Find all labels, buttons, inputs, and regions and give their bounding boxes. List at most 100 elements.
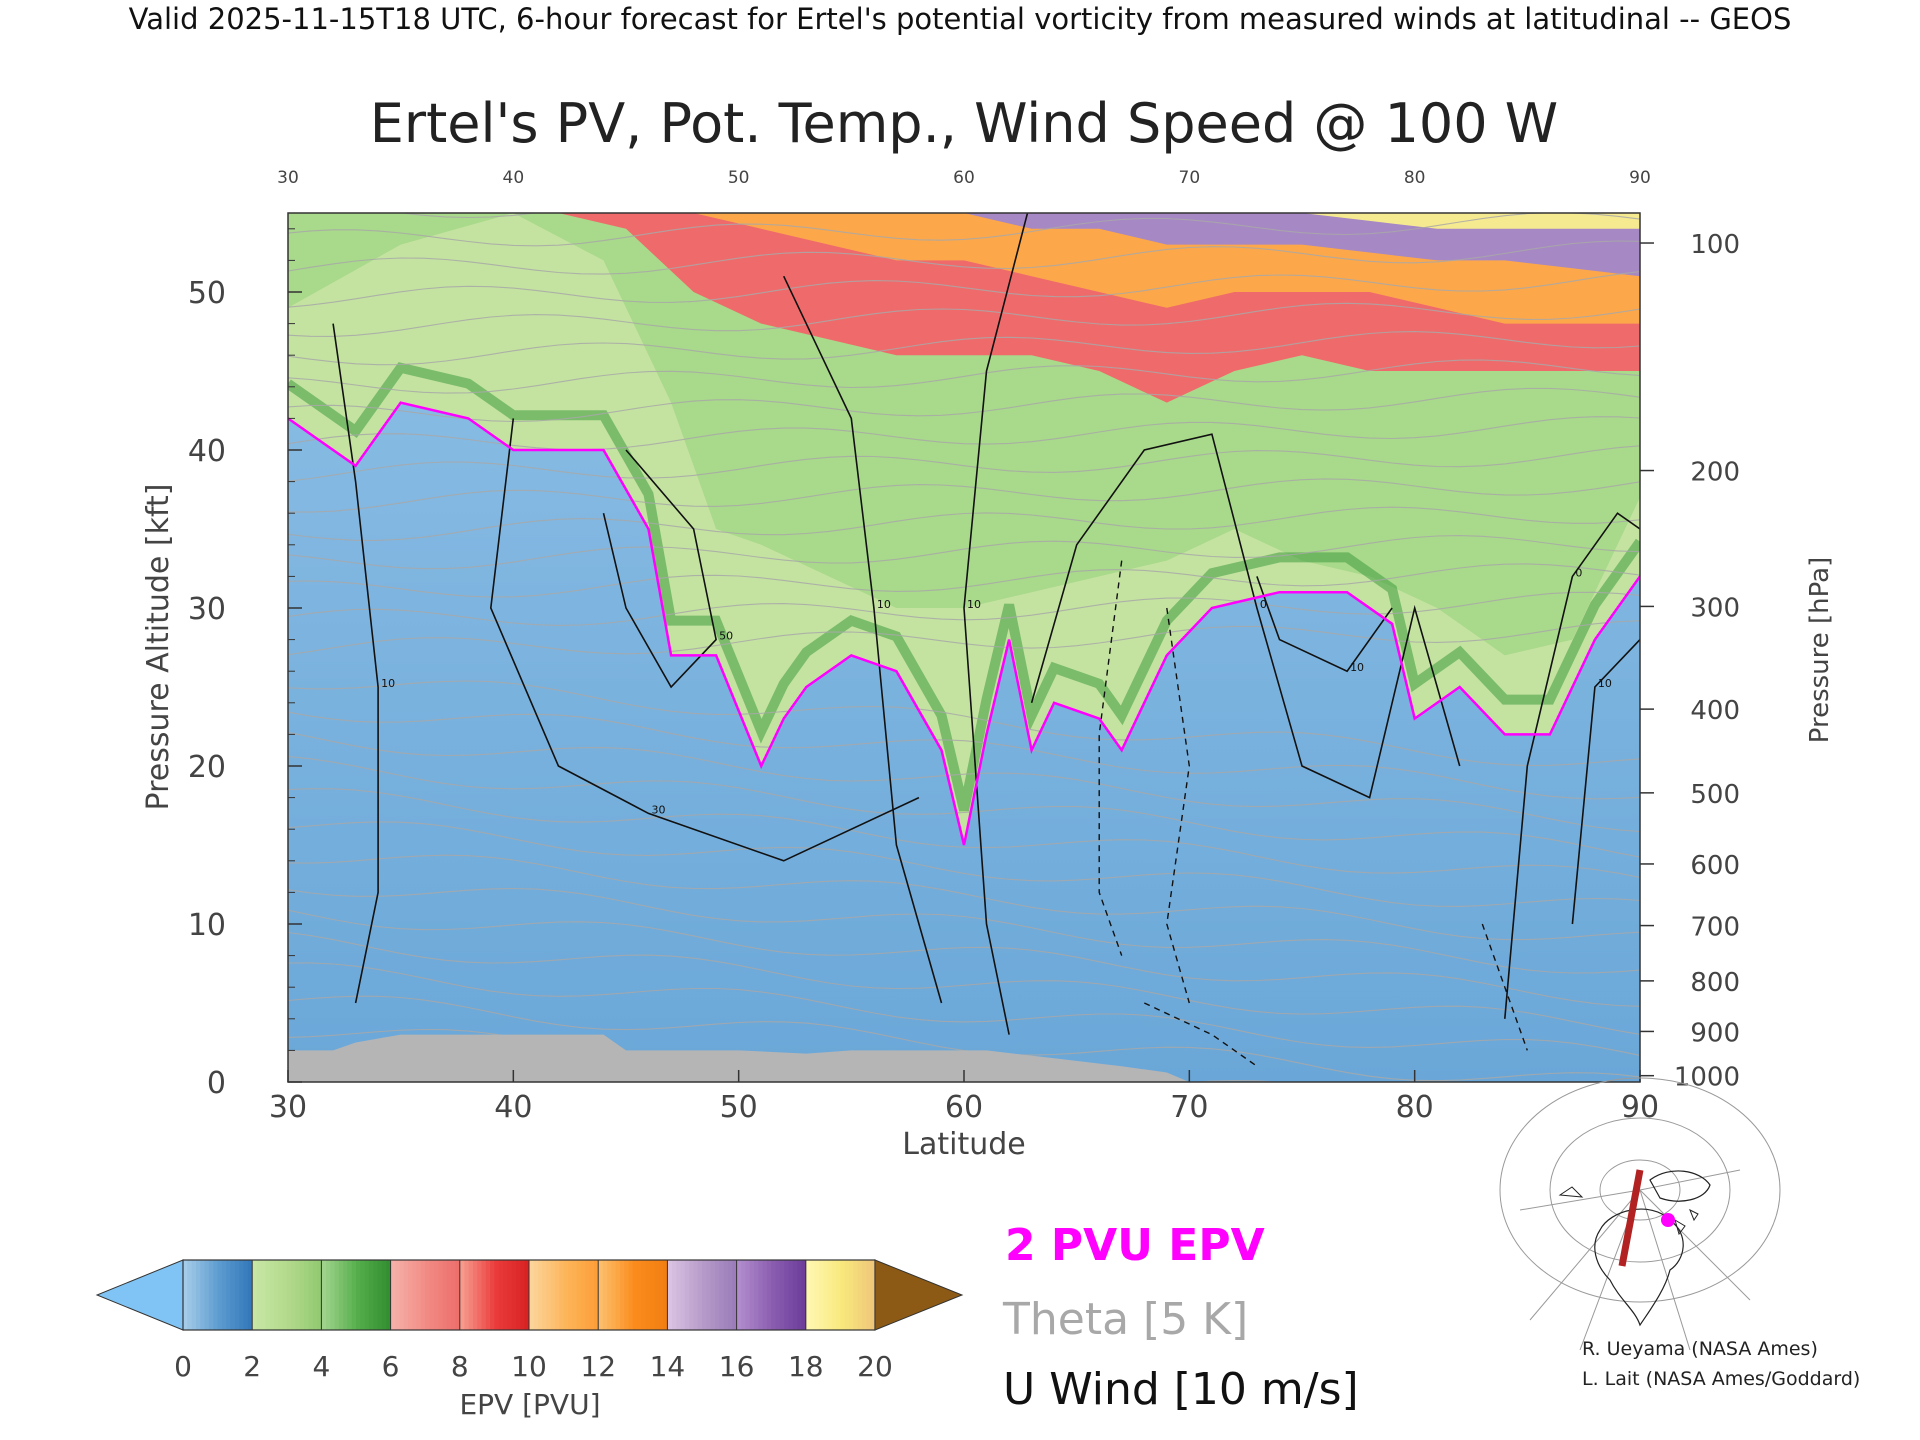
colorbar-segment	[317, 1260, 322, 1330]
colorbar-segment	[282, 1260, 288, 1330]
colorbar-tick-label: 2	[243, 1350, 261, 1383]
colorbar-segment	[416, 1260, 422, 1330]
colorbar-segment	[265, 1260, 271, 1330]
colorbar-segment	[775, 1260, 781, 1330]
colorbar-segment	[598, 1260, 604, 1330]
legend-theta-label: Theta [5 K]	[1002, 1294, 1248, 1345]
colorbar-segment	[779, 1260, 785, 1330]
x-top-tick-label: 70	[1179, 168, 1201, 188]
colorbar-segment	[321, 1260, 327, 1330]
colorbar-segment	[580, 1260, 586, 1330]
colorbar-segment	[494, 1260, 500, 1330]
u-wind-contour	[1030, 433, 1461, 799]
colorbar-segment	[555, 1260, 560, 1330]
u-wind-contour-label: 10	[1598, 677, 1612, 690]
colorbar-segment	[503, 1260, 508, 1330]
colorbar-segment	[429, 1260, 435, 1330]
colorbar-tick-label: 8	[451, 1350, 469, 1383]
colorbar-segment	[823, 1260, 829, 1330]
colorbar-segment	[395, 1260, 401, 1330]
colorbar-segment	[226, 1260, 232, 1330]
colorbar-segment	[524, 1260, 530, 1330]
u-wind-contour	[1504, 512, 1640, 1019]
colorbar-segment	[442, 1260, 448, 1330]
colorbar-segment	[295, 1260, 301, 1330]
colorbar-segment	[511, 1260, 517, 1330]
colorbar-segment	[814, 1260, 820, 1330]
colorbar-segment	[615, 1260, 621, 1330]
colorbar-segment	[256, 1260, 262, 1330]
colorbar-segment	[451, 1260, 457, 1330]
colorbar-segment	[326, 1260, 331, 1330]
theta-isentrope	[288, 756, 1640, 858]
colorbar-segment	[870, 1260, 876, 1330]
colorbar-tick-label: 18	[788, 1350, 824, 1383]
theta-isentrope	[288, 478, 1640, 513]
pressure-tick-label: 800	[1690, 968, 1740, 998]
colorbar-segment	[702, 1260, 707, 1330]
colorbar-segment	[425, 1260, 431, 1330]
colorbar-segment	[797, 1260, 803, 1330]
colorbar-segment	[381, 1260, 387, 1330]
theta-isentrope	[288, 962, 1640, 1056]
colorbar-segment	[784, 1260, 790, 1330]
y-tick-label: 10	[188, 908, 226, 943]
colorbar-segment	[641, 1260, 647, 1330]
colorbar-segment	[299, 1260, 305, 1330]
u-wind-negative-contour	[1144, 1002, 1258, 1067]
colorbar-segment	[433, 1260, 439, 1330]
colorbar-segment	[727, 1260, 733, 1330]
theta-isentrope	[288, 821, 1640, 907]
y-tick-label: 40	[188, 434, 226, 469]
colorbar-segment	[234, 1260, 240, 1330]
colorbar-segment	[624, 1260, 630, 1330]
theta-isentrope	[288, 931, 1640, 1035]
colorbar-segment	[840, 1260, 846, 1330]
colorbar-segment	[343, 1260, 349, 1330]
transect-point-marker	[1661, 1213, 1675, 1227]
y-tick-label: 0	[207, 1066, 226, 1101]
valid-time-header: Valid 2025-11-15T18 UTC, 6-hour forecast…	[128, 2, 1792, 36]
colorbar-segment	[239, 1260, 245, 1330]
u-wind-contour	[489, 418, 920, 862]
u-wind-negative-contour	[1481, 923, 1528, 1051]
pressure-tick-label: 600	[1690, 851, 1740, 881]
colorbar-segment	[516, 1260, 521, 1330]
colorbar-segment	[464, 1260, 470, 1330]
colorbar-segment	[542, 1260, 548, 1330]
colorbar-segment	[801, 1260, 807, 1330]
theta-isentrope	[288, 416, 1640, 451]
colorbar-segment	[607, 1260, 612, 1330]
colorbar-segment	[412, 1260, 418, 1330]
colorbar-segment	[771, 1260, 777, 1330]
colorbar-segment	[766, 1260, 772, 1330]
colorbar-segment	[252, 1260, 258, 1330]
colorbar-segment	[663, 1260, 668, 1330]
colorbar-segment	[204, 1260, 210, 1330]
credit-line-1: R. Ueyama (NASA Ames)	[1582, 1338, 1818, 1360]
x-tick-label: 50	[720, 1090, 758, 1125]
legend-2pvu-label: 2 PVU EPV	[1005, 1220, 1265, 1271]
u-wind-contour	[782, 275, 943, 1004]
plot-area: 10 30 50 10 10 0 10 0 10	[288, 213, 1640, 1082]
theta-isentrope	[288, 591, 1640, 626]
colorbar-segment	[680, 1260, 686, 1330]
u-wind-contour-label: 0	[1575, 566, 1582, 579]
x-tick-label: 60	[945, 1090, 983, 1125]
colorbar-segment	[632, 1260, 638, 1330]
colorbar-segment	[351, 1260, 357, 1330]
colorbar-segment	[706, 1260, 712, 1330]
colorbar-segment	[650, 1260, 656, 1330]
pressure-axis-label: Pressure [hPa]	[1805, 557, 1835, 744]
colorbar-segment	[745, 1260, 751, 1330]
theta-isentrope	[288, 788, 1640, 878]
colorbar-segment	[468, 1260, 474, 1330]
colorbar-segment	[247, 1260, 253, 1330]
colorbar-segment	[637, 1260, 643, 1330]
colorbar-segment	[356, 1260, 361, 1330]
colorbar-segment	[286, 1260, 292, 1330]
colorbar-segment	[217, 1260, 223, 1330]
colorbar-tick-label: 10	[511, 1350, 547, 1383]
pressure-tick-label: 300	[1690, 593, 1740, 623]
theta-isentrope	[288, 854, 1640, 941]
